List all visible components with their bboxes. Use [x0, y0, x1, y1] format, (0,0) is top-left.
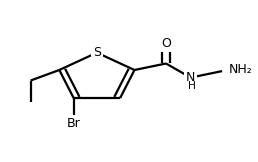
- Text: NH₂: NH₂: [229, 63, 252, 76]
- Text: H: H: [188, 81, 196, 91]
- Text: N: N: [186, 71, 195, 84]
- Text: S: S: [93, 46, 101, 59]
- Text: Br: Br: [67, 117, 80, 130]
- Text: O: O: [161, 37, 171, 50]
